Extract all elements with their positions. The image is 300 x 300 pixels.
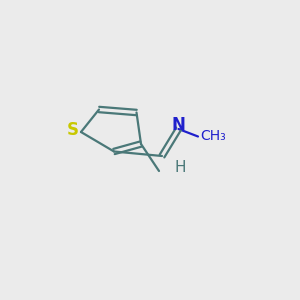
Text: CH₃: CH₃	[200, 130, 226, 143]
Text: S: S	[67, 121, 79, 139]
Text: N: N	[172, 116, 185, 134]
Text: H: H	[174, 160, 186, 175]
